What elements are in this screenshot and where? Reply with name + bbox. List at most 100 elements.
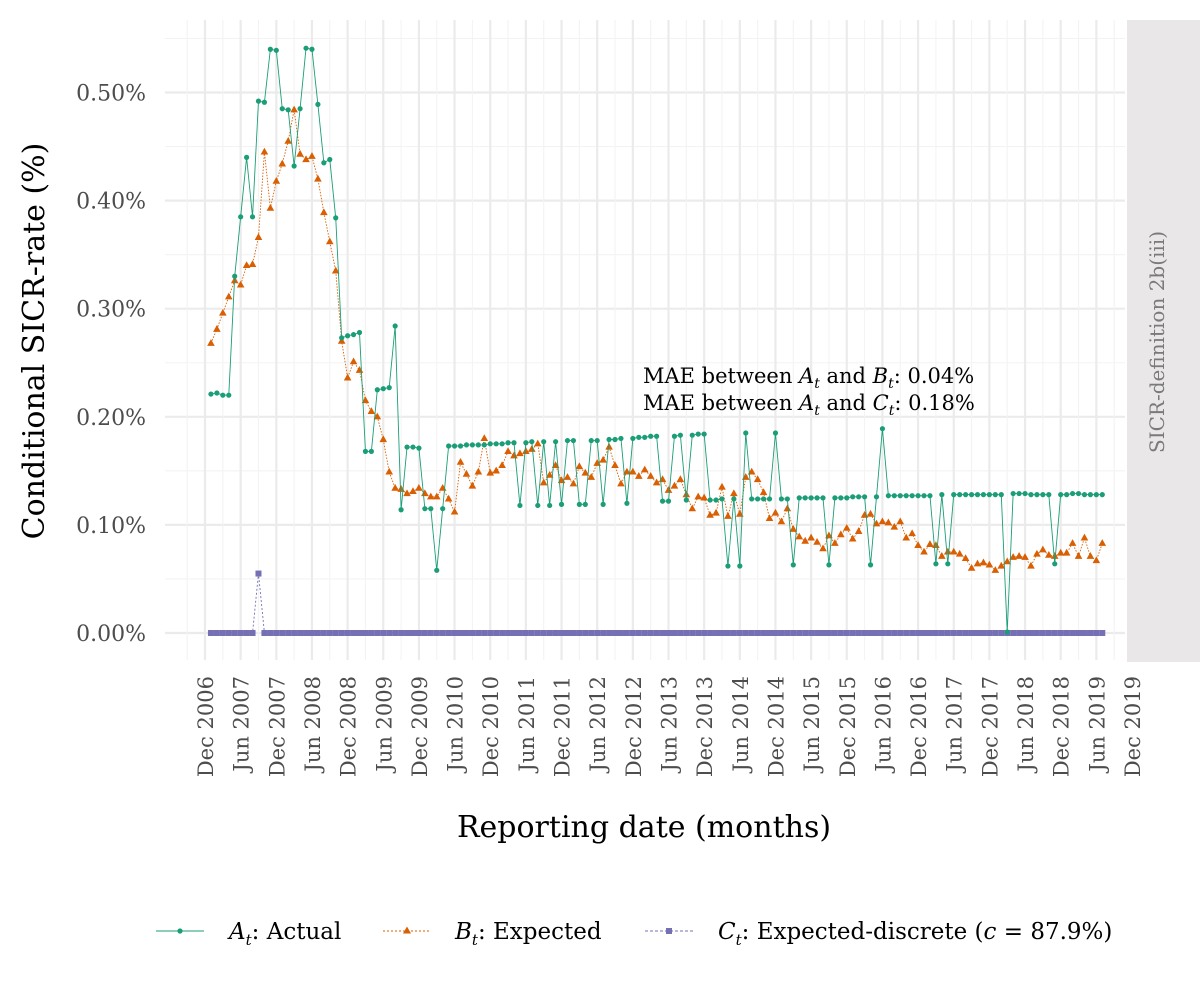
point-expected [1074, 552, 1083, 559]
legend: At: Actual Bt: Expected Ct: Expected-dis… [156, 919, 1112, 949]
point-expected-discrete [606, 630, 613, 636]
point-actual [784, 496, 790, 502]
point-expected [795, 532, 804, 540]
point-expected-discrete [784, 630, 791, 636]
point-expected-discrete [891, 630, 898, 636]
point-expected [260, 147, 269, 155]
point-actual [356, 329, 363, 336]
point-expected-discrete [362, 630, 369, 636]
point-expected-discrete [368, 630, 375, 636]
point-expected [373, 412, 382, 420]
point-expected-discrete [1051, 630, 1058, 636]
point-expected [224, 292, 233, 300]
x-tick-label: Dec 2014 [764, 676, 788, 777]
point-expected [236, 280, 245, 288]
point-expected [302, 155, 310, 163]
point-expected [1056, 548, 1065, 556]
point-expected-discrete [576, 630, 583, 636]
point-expected-discrete [820, 630, 826, 636]
point-expected-discrete [219, 630, 226, 636]
point-actual [885, 493, 891, 499]
point-actual [1034, 492, 1040, 498]
series-line [210, 109, 1103, 571]
point-actual [844, 495, 850, 501]
point-actual [974, 492, 981, 498]
point-expected-discrete [386, 630, 393, 636]
point-expected [926, 540, 934, 547]
point-expected [777, 517, 786, 525]
point-expected-discrete [998, 630, 1005, 636]
point-actual [636, 434, 642, 440]
x-tick-label: Jun 2013 [658, 676, 682, 774]
point-expected [1098, 539, 1107, 546]
point-expected-discrete [522, 630, 529, 636]
point-expected-discrete [909, 630, 916, 636]
point-actual [755, 496, 761, 502]
point-expected-discrete [1087, 630, 1094, 636]
point-expected-discrete [350, 630, 357, 636]
point-expected-discrete [736, 630, 743, 636]
point-actual [1022, 490, 1028, 497]
point-expected-discrete [837, 630, 844, 636]
point-actual [380, 386, 386, 392]
point-expected-discrete [861, 630, 868, 636]
point-expected-discrete [659, 630, 666, 636]
point-expected-discrete [760, 630, 767, 636]
point-expected [308, 152, 316, 159]
point-actual [963, 492, 969, 498]
point-expected-discrete [564, 630, 571, 636]
point-expected-discrete [814, 630, 821, 636]
point-actual [980, 492, 987, 498]
point-expected-discrete [356, 630, 363, 636]
point-expected-discrete [629, 630, 636, 636]
x-tick-label: Dec 2012 [622, 676, 646, 777]
point-expected-discrete [802, 630, 809, 636]
point-actual [505, 440, 511, 446]
point-actual [434, 567, 440, 573]
point-expected-discrete [843, 630, 850, 636]
point-actual [891, 493, 897, 499]
point-expected-discrete [516, 630, 523, 636]
point-actual [469, 442, 476, 448]
point-expected [634, 472, 643, 479]
point-expected [694, 492, 703, 500]
point-actual [808, 495, 814, 501]
point-expected-discrete [956, 630, 963, 636]
x-tick-label: Jun 2015 [800, 676, 824, 774]
point-actual [368, 448, 374, 454]
point-actual [410, 444, 416, 450]
point-expected-discrete [558, 630, 565, 636]
point-expected-discrete [885, 630, 892, 636]
legend-item-expected-discrete: Ct: Expected-discrete (c = 87.9%) [645, 919, 1112, 949]
point-expected-discrete [297, 630, 304, 636]
point-actual [832, 495, 838, 501]
x-tick-label: Jun 2007 [230, 676, 254, 774]
x-tick-label: Dec 2010 [479, 676, 503, 777]
point-expected-discrete [445, 630, 452, 636]
point-expected-discrete [921, 630, 928, 636]
point-expected-discrete [332, 630, 339, 636]
point-expected [587, 473, 596, 480]
x-tick-label: Dec 2008 [337, 676, 361, 777]
point-expected [409, 487, 417, 494]
point-actual [392, 323, 398, 329]
point-expected [213, 325, 221, 332]
point-expected [688, 504, 697, 512]
point-actual [737, 563, 743, 569]
point-actual [220, 392, 226, 398]
point-expected-discrete [665, 630, 672, 636]
point-expected-discrete [724, 630, 731, 636]
point-expected-discrete [867, 630, 874, 636]
point-expected [331, 266, 340, 274]
x-axis-title: Reporting date (months) [457, 810, 831, 845]
point-actual [838, 495, 844, 501]
point-expected-discrete [695, 630, 702, 636]
point-expected-discrete [582, 630, 589, 636]
point-actual [945, 561, 951, 567]
point-actual [790, 562, 796, 568]
point-actual [327, 156, 333, 163]
point-expected [979, 558, 988, 566]
point-actual [701, 431, 707, 437]
point-expected [629, 467, 637, 475]
point-expected-discrete [1039, 630, 1046, 636]
